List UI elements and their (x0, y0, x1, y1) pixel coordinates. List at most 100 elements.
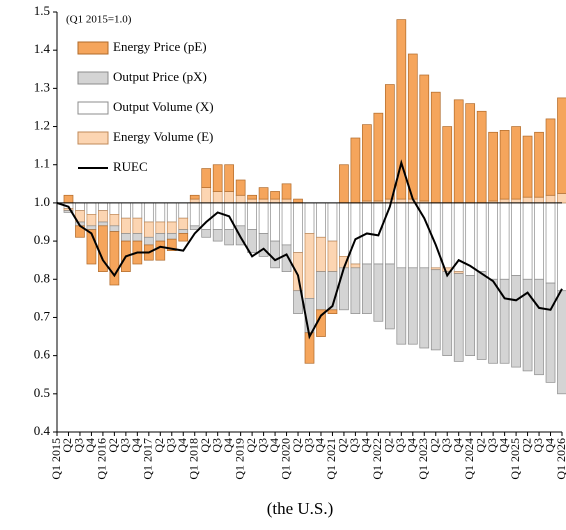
bar-segment (500, 130, 509, 199)
bar-segment (546, 203, 555, 283)
bar-segment (144, 222, 153, 237)
bar-segment (167, 233, 176, 239)
legend-swatch (78, 42, 108, 54)
bar-segment (156, 203, 165, 222)
x-tick-label: Q1 2026 (554, 438, 566, 480)
bar-segment (489, 279, 498, 363)
bar-segment (477, 272, 486, 360)
bar-segment (282, 184, 291, 199)
bar-segment (144, 237, 153, 245)
bar-segment (328, 241, 337, 272)
bar-segment (500, 199, 509, 203)
bar-segment (167, 222, 176, 233)
bar-segment (489, 132, 498, 201)
bar-segment (248, 230, 257, 253)
bar-segment (535, 279, 544, 374)
bar-segment (202, 169, 211, 188)
bar-segment (259, 188, 268, 199)
bar-segment (351, 138, 360, 203)
bar-segment (523, 136, 532, 197)
bar-segment (431, 270, 440, 350)
y-tick-label: 0.7 (34, 308, 51, 323)
bar-segment (500, 203, 509, 279)
bar-segment (179, 230, 188, 234)
bar-segment (236, 203, 245, 226)
caption: (the U.S.) (267, 499, 334, 518)
bar-segment (397, 203, 406, 268)
bar-segment (156, 241, 165, 260)
bar-segment (339, 203, 348, 256)
bar-segment (98, 211, 107, 222)
bar-segment (512, 203, 521, 276)
bar-segment (477, 111, 486, 203)
y-tick-label: 1.3 (34, 79, 50, 94)
bar-segment (248, 199, 257, 203)
y-tick-label: 1.0 (34, 194, 50, 209)
bar-segment (294, 203, 303, 253)
bar-segment (523, 197, 532, 203)
bar-segment (477, 203, 486, 272)
bar-segment (179, 233, 188, 241)
bar-segment (202, 188, 211, 203)
bar-segment (87, 226, 96, 230)
bar-segment (316, 272, 325, 310)
annotation: (Q1 2015=1.0) (66, 14, 132, 26)
bar-segment (75, 203, 84, 211)
bar-segment (121, 203, 130, 218)
bar-segment (305, 233, 314, 298)
bar-segment (535, 132, 544, 197)
bar-segment (328, 310, 337, 314)
bar-segment (225, 165, 234, 192)
bar-segment (133, 203, 142, 218)
bar-segment (121, 218, 130, 233)
y-tick-label: 1.5 (34, 3, 50, 18)
bar-segment (558, 193, 566, 203)
bar-segment (546, 119, 555, 195)
bar-segment (282, 203, 291, 245)
bar-segment (316, 203, 325, 237)
bar-segment (225, 191, 234, 202)
bar-segment (259, 199, 268, 203)
bar-segment (213, 165, 222, 192)
bar-segment (271, 203, 280, 241)
bar-segment (385, 199, 394, 203)
bar-segment (443, 127, 452, 203)
bar-segment (110, 203, 119, 214)
bar-segment (512, 275, 521, 367)
bar-segment (213, 230, 222, 241)
bar-segment (558, 291, 566, 394)
bar-segment (351, 203, 360, 264)
bar-segment (535, 197, 544, 203)
bar-segment (535, 203, 544, 279)
legend-swatch (78, 132, 108, 144)
bar-segment (351, 268, 360, 314)
y-tick-label: 1.4 (34, 41, 51, 56)
bar-segment (98, 222, 107, 226)
bar-segment (339, 165, 348, 203)
bar-segment (408, 203, 417, 268)
bar-segment (236, 180, 245, 195)
bar-segment (466, 104, 475, 203)
bar-segment (408, 268, 417, 344)
bar-segment (420, 268, 429, 348)
bar-segment (133, 218, 142, 233)
bar-segment (271, 241, 280, 268)
bar-segment (385, 264, 394, 329)
legend-label: Energy Price (pE) (113, 39, 207, 54)
bar-segment (454, 100, 463, 203)
bar-segment (546, 195, 555, 203)
y-tick-label: 1.2 (34, 118, 50, 133)
bar-segment (225, 230, 234, 245)
bar-segment (305, 203, 314, 234)
bar-segment (179, 218, 188, 229)
bar-segment (179, 203, 188, 218)
y-tick-label: 0.6 (34, 347, 51, 362)
bar-segment (144, 203, 153, 222)
bar-segment (385, 85, 394, 200)
bar-segment (362, 125, 371, 201)
bar-segment (443, 203, 452, 268)
bar-segment (374, 264, 383, 321)
bar-segment (282, 199, 291, 203)
bar-segment (156, 222, 165, 233)
